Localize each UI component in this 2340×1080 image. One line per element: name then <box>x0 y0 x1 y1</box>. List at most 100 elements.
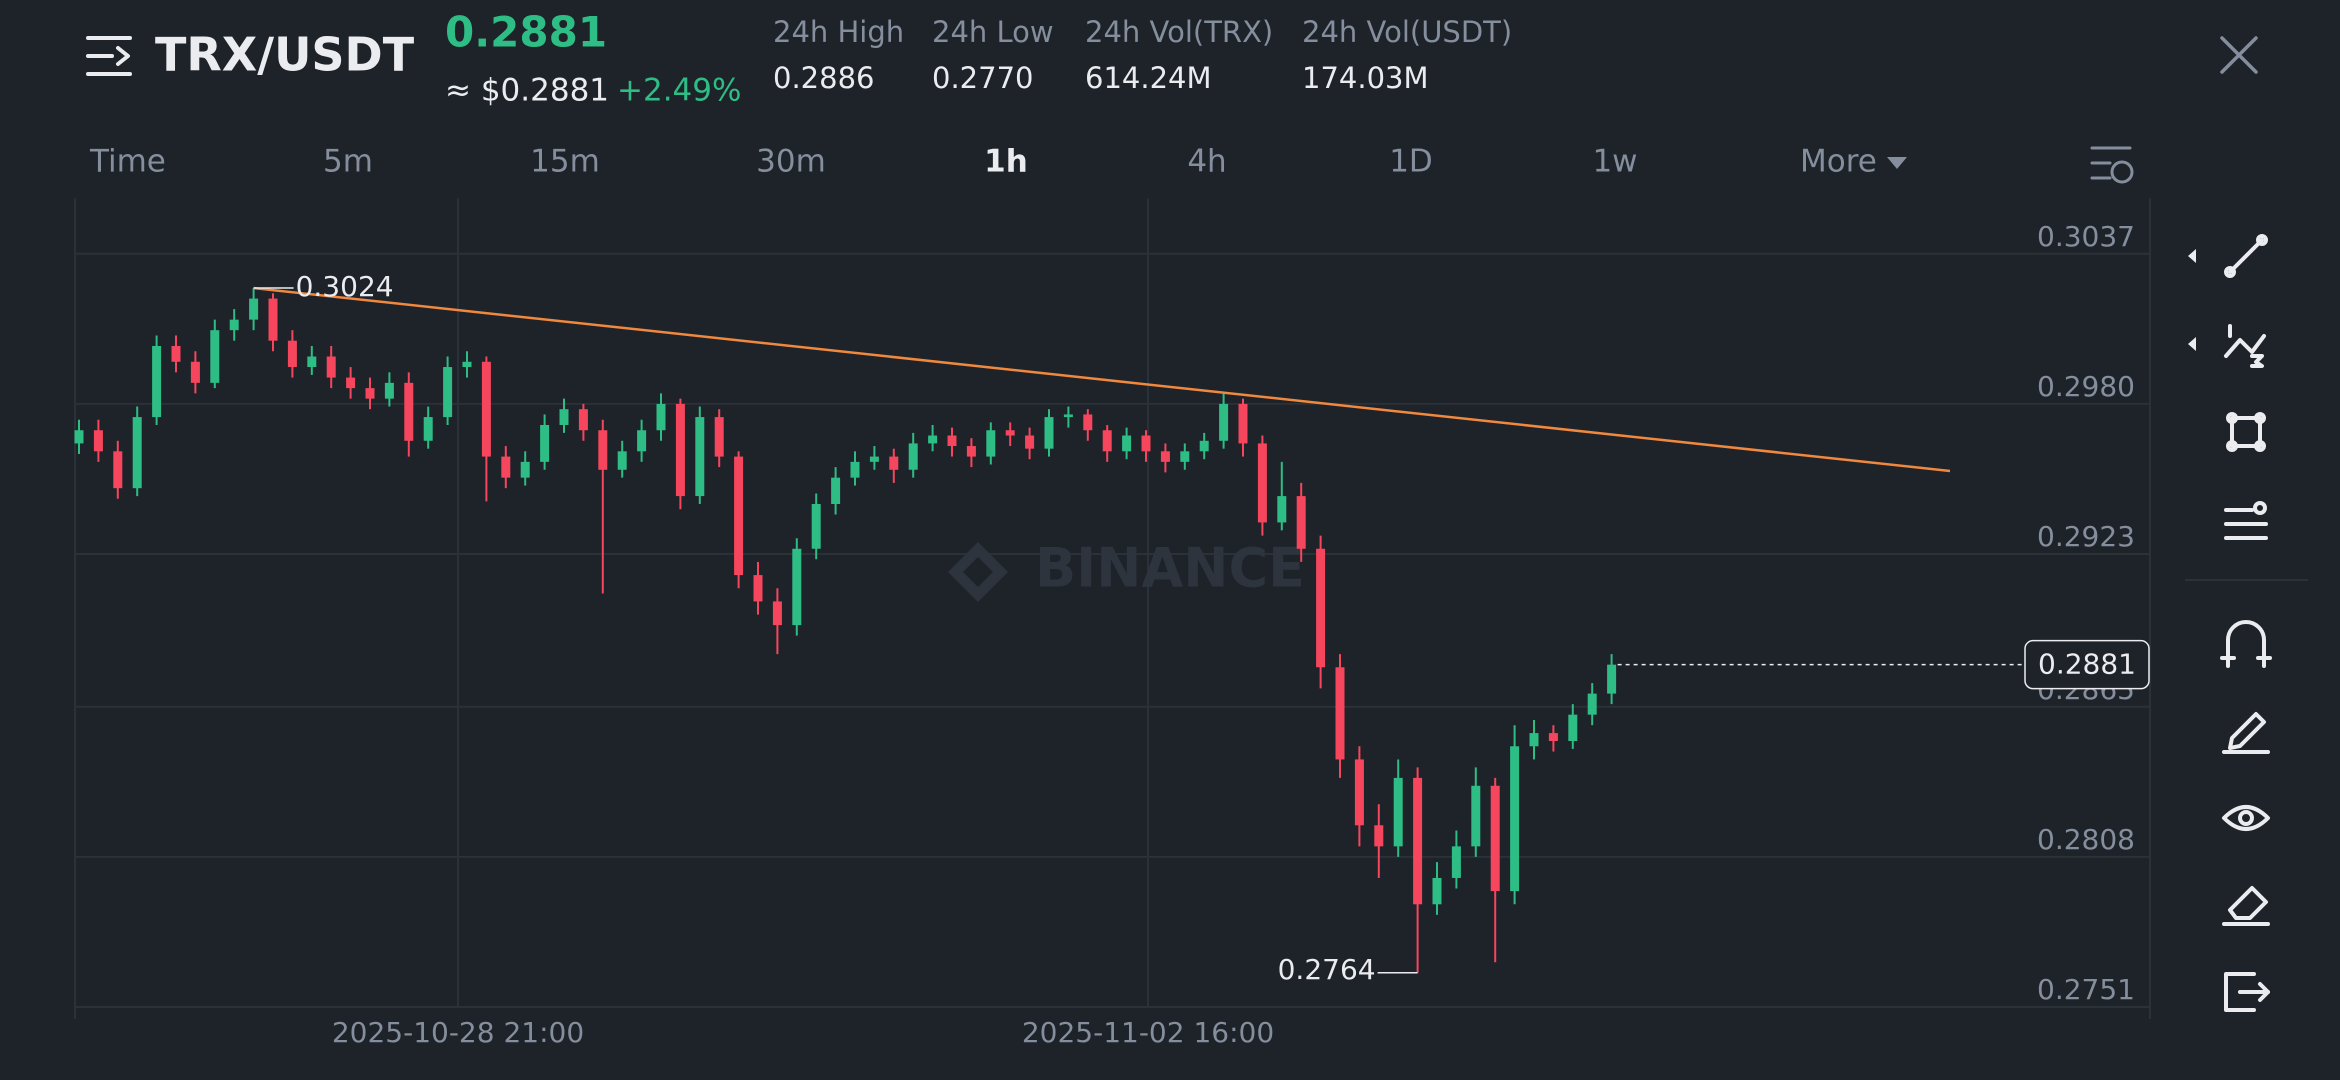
max-label: 0.3024 <box>296 270 394 303</box>
interval-tab[interactable]: More <box>1800 144 1877 180</box>
candle-body <box>1529 733 1539 747</box>
interval-tab[interactable]: 5m <box>323 144 373 180</box>
x-tick-label: 2025-11-02 16:00 <box>1022 1016 1274 1049</box>
candle-body <box>908 443 918 470</box>
candle-body <box>1490 785 1500 892</box>
candle-body <box>365 388 375 399</box>
candle-body <box>811 503 821 549</box>
candle-body <box>869 456 879 462</box>
pencil-tool[interactable] <box>2222 712 2270 754</box>
candle-body <box>423 417 433 441</box>
candle-body <box>734 456 744 576</box>
stat-label: 24h High <box>773 15 904 49</box>
candle-body <box>462 361 472 368</box>
candle-body <box>132 417 142 489</box>
candle-body <box>1219 403 1229 441</box>
stat-label: 24h Low <box>932 15 1054 49</box>
candle-body <box>190 361 200 383</box>
candle-body <box>675 403 685 497</box>
exit-tool[interactable] <box>2224 972 2270 1012</box>
candle-body <box>559 409 569 425</box>
pair[interactable]: TRX/USDT <box>155 28 415 82</box>
candle-body <box>1374 825 1384 847</box>
stat-value: 0.2770 <box>932 61 1033 95</box>
candle-body <box>1393 777 1403 847</box>
candle-body <box>540 424 550 462</box>
x-tick-label: 2025-10-28 21:00 <box>332 1016 584 1049</box>
stat-value: 614.24M <box>1085 61 1212 95</box>
candle-body <box>1413 777 1423 905</box>
fib-tool[interactable] <box>2224 324 2266 368</box>
candle-body <box>326 356 336 378</box>
candle-body <box>93 430 103 452</box>
candle-body <box>307 356 317 368</box>
watermark: BINANCE <box>1035 537 1305 600</box>
interval-tab[interactable]: 15m <box>530 144 600 180</box>
candle-body <box>1238 403 1248 444</box>
expand-caret[interactable] <box>2188 337 2196 351</box>
watermark-logo <box>948 542 1008 602</box>
candle-body <box>404 382 414 441</box>
candle-body <box>1432 877 1442 905</box>
candle-body <box>1063 414 1073 418</box>
candle-body <box>1005 430 1015 436</box>
candle-body <box>947 435 957 447</box>
text-tool[interactable] <box>2224 501 2268 540</box>
candle-body <box>287 340 297 368</box>
magnet-tool[interactable] <box>2220 620 2272 668</box>
y-tick-label: 0.2923 <box>2037 520 2135 553</box>
candle-body <box>1025 435 1035 449</box>
interval-tab[interactable]: 1D <box>1389 144 1433 180</box>
interval-tab[interactable]: Time <box>89 144 166 180</box>
interval-tab[interactable]: 30m <box>756 144 826 180</box>
candle-body <box>1335 667 1345 760</box>
candle-body <box>268 298 278 341</box>
candle-body <box>384 382 394 399</box>
price-usd: ≈ $0.2881 <box>445 73 609 109</box>
y-tick-label: 0.2980 <box>2037 370 2135 403</box>
candle-body <box>501 456 511 478</box>
y-tick-label: 0.2751 <box>2037 973 2135 1006</box>
candle-body <box>617 451 627 470</box>
candle-body <box>1102 430 1112 452</box>
candle-body <box>1044 417 1054 449</box>
candle-body <box>1122 435 1132 452</box>
line-tool[interactable] <box>2224 234 2268 278</box>
candle-body <box>578 409 588 431</box>
more-caret <box>1887 157 1907 169</box>
candle-body <box>249 298 259 320</box>
candle-body <box>152 345 162 418</box>
candle-body <box>772 601 782 626</box>
y-tick-label: 0.3037 <box>2037 220 2135 253</box>
stat-value: 0.2886 <box>773 61 874 95</box>
candle-body <box>831 477 841 504</box>
candle-body <box>1587 693 1597 715</box>
candle-body <box>792 548 802 626</box>
candle-body <box>986 430 996 457</box>
visibility-tool[interactable] <box>2222 805 2270 831</box>
candle-body <box>1316 548 1326 668</box>
candle-body <box>171 345 181 362</box>
menu-icon[interactable] <box>86 36 132 76</box>
last-price-label: 0.2881 <box>2038 648 2136 681</box>
close-button[interactable] <box>2220 36 2258 74</box>
candle-body <box>966 446 976 457</box>
eraser-tool[interactable] <box>2222 886 2270 926</box>
shape-tool[interactable] <box>2226 412 2266 452</box>
min-label: 0.2764 <box>1278 953 1376 986</box>
chart-settings[interactable] <box>2090 146 2134 184</box>
change: +2.49% <box>617 73 741 109</box>
candle-body <box>889 456 899 470</box>
stat-label: 24h Vol(TRX) <box>1085 15 1273 49</box>
expand-caret[interactable] <box>2188 249 2196 263</box>
candle-body <box>1296 496 1306 549</box>
candle-body <box>1510 746 1520 892</box>
price: 0.2881 <box>445 8 607 57</box>
interval-tab[interactable]: 1w <box>1592 144 1637 180</box>
candle-body <box>520 461 530 478</box>
interval-tab[interactable]: 1h <box>984 144 1028 180</box>
stat-value: 174.03M <box>1302 61 1429 95</box>
interval-tab[interactable]: 4h <box>1187 144 1226 180</box>
